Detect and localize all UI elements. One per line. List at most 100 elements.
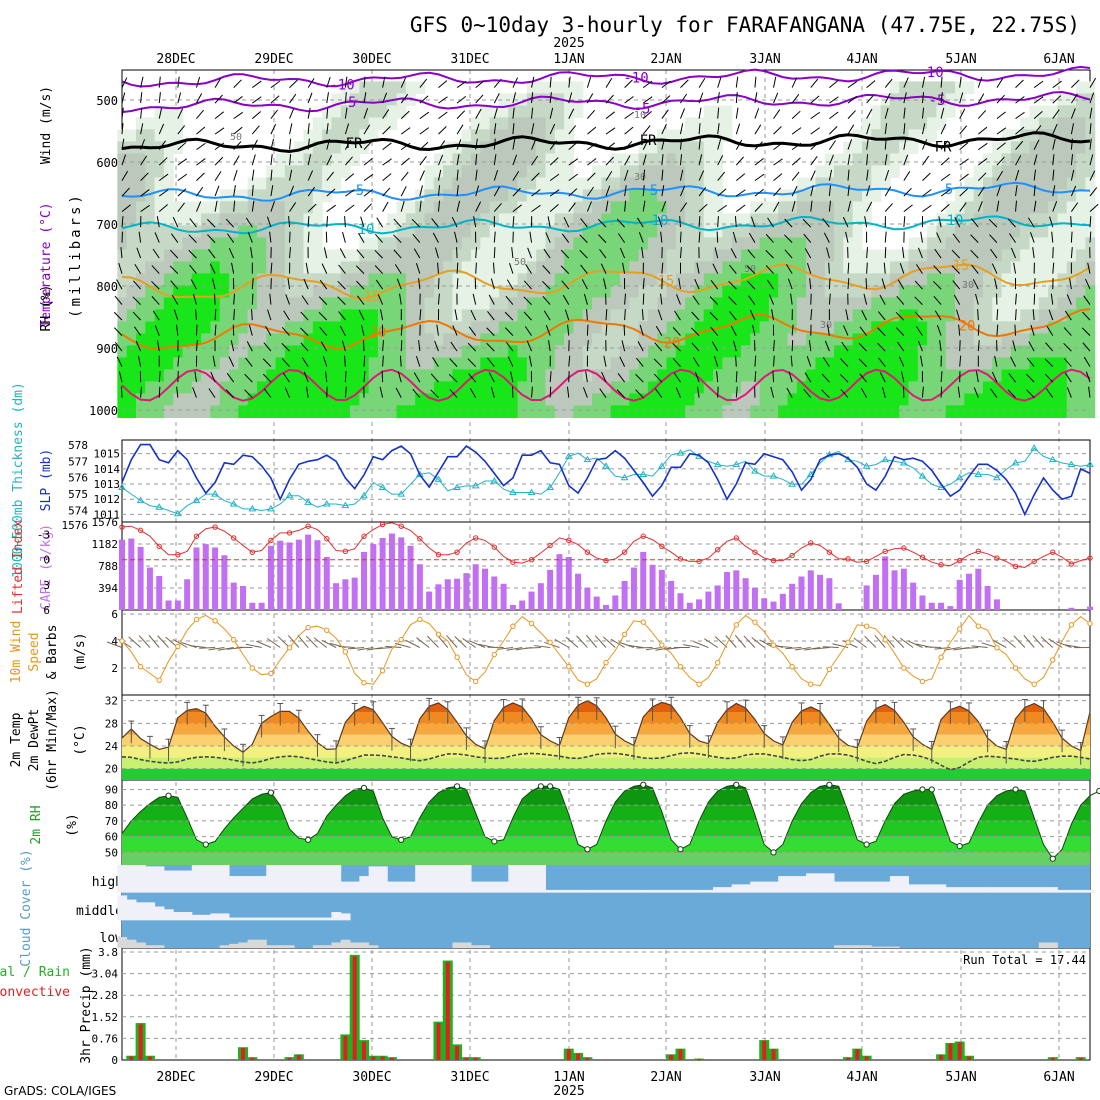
rh-cell — [1057, 93, 1068, 106]
li-marker — [175, 551, 181, 558]
wind-barb — [549, 157, 559, 166]
rh-cell — [238, 345, 249, 358]
wind-barb — [456, 95, 467, 104]
cape-bar — [361, 551, 367, 610]
wind-barb — [791, 186, 798, 197]
rh-cell — [694, 153, 705, 166]
rh-cell — [1001, 213, 1012, 226]
rh-cell — [927, 81, 938, 94]
cloud-middle-bar — [145, 902, 156, 921]
rh-cell — [1029, 213, 1040, 226]
rh-cell — [582, 345, 593, 358]
rh-cell — [126, 201, 137, 214]
rh-cell — [405, 225, 416, 238]
rh-cell — [1066, 165, 1077, 178]
cape-bar — [472, 564, 479, 610]
rh-cell — [405, 309, 416, 322]
rh-cell — [759, 357, 770, 370]
wind-barb — [140, 76, 144, 88]
rh-cell — [610, 381, 621, 394]
rh-cell — [163, 357, 174, 370]
rh-cell — [424, 201, 435, 214]
wind-barb — [717, 188, 727, 197]
cape-bar — [584, 587, 591, 610]
wind-barb — [452, 325, 458, 336]
rh-cell — [247, 405, 258, 418]
li-ytick: 0 — [43, 554, 50, 567]
rh-cell — [256, 393, 267, 406]
rh-cell — [452, 153, 463, 166]
rh-cell — [852, 333, 863, 346]
wind-barb — [996, 111, 1006, 119]
rh-cell — [350, 393, 360, 406]
li-ytick: 6 — [43, 604, 50, 617]
wind-barb — [289, 169, 293, 181]
wind-barb — [344, 355, 346, 367]
cloud-middle: middle — [76, 904, 123, 919]
wind-barb — [212, 355, 216, 367]
rh-cell — [1057, 321, 1068, 334]
cloud-high-bar — [564, 889, 574, 893]
wind-barb — [549, 92, 552, 104]
rh-cell — [545, 105, 556, 118]
rh-cell — [852, 153, 863, 166]
rh-cell — [219, 405, 230, 418]
rh-cell — [312, 141, 323, 154]
rh-cell — [694, 369, 705, 382]
rh-cell — [564, 393, 575, 406]
rh-cell — [135, 153, 146, 166]
upper-ytick: 800 — [96, 280, 118, 294]
rh-cell — [889, 261, 900, 274]
rh-cell — [1029, 165, 1040, 178]
cape-bar — [891, 570, 898, 610]
cloud-middle-bar — [256, 917, 267, 921]
cape-bar — [454, 578, 461, 610]
rh-cell — [1001, 153, 1012, 166]
rh-cell — [601, 273, 612, 286]
rh-cell — [927, 285, 938, 298]
rh-cell — [294, 369, 305, 382]
rh-cell — [322, 273, 333, 286]
rh-cell — [247, 309, 258, 322]
wind-barb — [917, 340, 923, 352]
rh-cell — [955, 381, 965, 394]
cloud-low-bar — [331, 942, 342, 948]
rh-cell — [275, 249, 286, 262]
cloud-high-bar — [266, 865, 277, 893]
rh-cell — [1029, 225, 1040, 238]
rh-cell — [480, 369, 491, 382]
li-marker — [808, 540, 814, 546]
wind-barb — [952, 280, 961, 290]
rh-cell — [256, 201, 267, 214]
rh-cell — [526, 309, 537, 322]
wind-barb — [933, 265, 942, 274]
rh-cell — [508, 297, 519, 310]
rh-cell — [871, 165, 882, 178]
wind-barb — [959, 76, 962, 88]
rh-cell — [824, 153, 835, 166]
wind-barb — [151, 265, 160, 274]
rh-cell — [889, 129, 900, 142]
rh-cell — [1057, 381, 1068, 394]
rh-cell — [359, 321, 370, 334]
wind-barb — [679, 138, 683, 150]
cape-bar — [137, 546, 144, 610]
wind-barb — [1052, 262, 1055, 274]
rh-cell — [554, 333, 565, 346]
rh-cell — [1076, 117, 1086, 130]
wind-barb — [698, 107, 702, 119]
rh-cell — [126, 225, 137, 238]
rh-cell — [433, 261, 444, 274]
wind-barb — [711, 341, 719, 352]
rh-cell — [545, 273, 556, 286]
rh-cell — [1076, 105, 1086, 118]
rh-cell — [331, 117, 342, 130]
li-marker — [901, 545, 907, 551]
wind-barb — [914, 311, 923, 321]
rh-cell — [852, 369, 863, 382]
rh-cell — [982, 285, 993, 298]
rh-cell — [945, 345, 956, 358]
wind-barb — [1066, 387, 1072, 398]
rh-cell — [973, 309, 984, 322]
rh-cell — [1066, 117, 1077, 130]
